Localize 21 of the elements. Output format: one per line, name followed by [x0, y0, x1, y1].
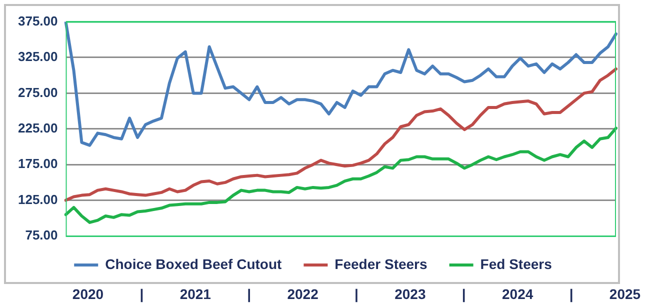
text: 2022 — [287, 286, 318, 302]
y-tick-label: 175.00 — [18, 156, 58, 172]
legend-label: Fed Steers — [480, 256, 552, 272]
text: | — [462, 286, 466, 302]
y-tick-label: 125.00 — [18, 192, 58, 207]
y-tick-label: 325.00 — [18, 49, 58, 64]
text: 2020 — [72, 286, 104, 302]
y-tick-label: 225.00 — [18, 120, 58, 136]
text: | — [247, 286, 252, 302]
text: 2024 — [502, 286, 534, 302]
legend-label: Feeder Steers — [334, 256, 428, 272]
text: 2021 — [180, 286, 211, 302]
text: 2025 — [609, 286, 641, 302]
text: | — [569, 286, 574, 302]
text: | — [140, 286, 144, 302]
text: 2023 — [394, 286, 426, 302]
y-tick-label: 75.00 — [25, 228, 58, 243]
text: | — [354, 286, 358, 302]
y-tick-label: 275.00 — [18, 84, 58, 100]
y-tick-label: 375.00 — [18, 13, 58, 28]
legend-label: Choice Boxed Beef Cutout — [105, 256, 282, 272]
